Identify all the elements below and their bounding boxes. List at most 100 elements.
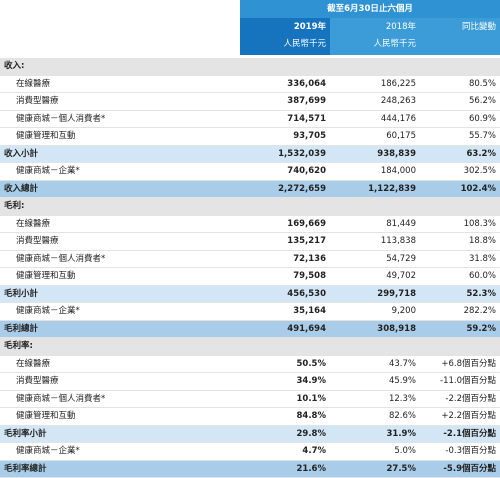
cell-value: 60.9% (420, 110, 500, 128)
cell-value: 21.6% (240, 460, 330, 478)
row-label: 健康商城－個人消費者* (0, 390, 240, 408)
cell-value: 135,217 (240, 232, 330, 251)
cell-value: 113,838 (330, 232, 420, 251)
cell-value: 49,702 (330, 267, 420, 286)
cell-value: 56.2% (420, 92, 500, 111)
cell-value: 387,699 (240, 92, 330, 111)
cell-value: 299,718 (330, 285, 420, 303)
row-label: 健康商城－企業* (0, 302, 240, 321)
cell-value: 4.7% (240, 442, 330, 461)
row-label: 毛利率小計 (0, 425, 240, 443)
row-label: 消費型醫療 (0, 232, 240, 251)
row-label: 毛利: (0, 197, 500, 216)
cell-value: 9,200 (330, 302, 420, 321)
cell-value: 102.4% (420, 180, 500, 198)
cell-value: 31.9% (330, 425, 420, 443)
row-label: 健康商城－個人消費者* (0, 250, 240, 268)
table-row: 毛利率: (0, 337, 500, 356)
row-label: 健康管理和互動 (0, 267, 240, 286)
row-label: 毛利率總計 (0, 460, 240, 478)
cell-value: 169,669 (240, 215, 330, 233)
cell-value: 456,530 (240, 285, 330, 303)
cell-value: 27.5% (330, 460, 420, 478)
row-label: 毛利率: (0, 337, 500, 356)
cell-value: 54,729 (330, 250, 420, 268)
row-label: 毛利總計 (0, 320, 240, 338)
cell-value: 5.0% (330, 442, 420, 461)
cell-value: 59.2% (420, 320, 500, 338)
cell-value: +2.2個百分點 (420, 407, 500, 426)
cell-value: +6.8個百分點 (420, 355, 500, 373)
cell-value: 79,508 (240, 267, 330, 286)
row-label: 在線醫療 (0, 75, 240, 93)
row-label: 在線醫療 (0, 215, 240, 233)
cell-value: 308,918 (330, 320, 420, 338)
row-label: 健康管理和互動 (0, 127, 240, 146)
column-year: 2018年 (330, 18, 420, 37)
column-year: 2019年 (240, 18, 330, 37)
row-label: 健康商城－個人消費者* (0, 110, 240, 128)
cell-value: 80.5% (420, 75, 500, 93)
cell-value: 31.8% (420, 250, 500, 268)
table-row: 消費型醫療 34.9% 45.9% -11.0個百分點 (0, 372, 500, 391)
cell-value: 444,176 (330, 110, 420, 128)
cell-value: 302.5% (420, 162, 500, 181)
table-row: 收入總計 2,272,659 1,122,839 102.4% (0, 180, 500, 198)
row-label: 在線醫療 (0, 355, 240, 373)
cell-value: 60,175 (330, 127, 420, 146)
table-row: 健康管理和互動 79,508 49,702 60.0% (0, 267, 500, 286)
row-label: 毛利小計 (0, 285, 240, 303)
cell-value: -2.2個百分點 (420, 390, 500, 408)
period-header: 截至6月30日止六個月 (240, 0, 500, 18)
cell-value: 1,532,039 (240, 145, 330, 163)
table-row: 健康管理和互動 93,705 60,175 55.7% (0, 127, 500, 146)
table-row: 健康商城－個人消費者* 714,571 444,176 60.9% (0, 110, 500, 128)
row-label: 消費型醫療 (0, 92, 240, 111)
row-label: 收入小計 (0, 145, 240, 163)
row-label: 健康管理和互動 (0, 407, 240, 426)
cell-value: 938,839 (330, 145, 420, 163)
table-header: 截至6月30日止六個月 2019年 2018年 同比變動 人民幣千元 人民幣千元 (0, 0, 500, 58)
cell-value: 93,705 (240, 127, 330, 146)
cell-value: 52.3% (420, 285, 500, 303)
cell-value: 35,164 (240, 302, 330, 321)
header-row: 2019年 2018年 同比變動 (0, 18, 500, 55)
table-row: 健康商城－個人消費者* 72,136 54,729 31.8% (0, 250, 500, 268)
row-label: 消費型醫療 (0, 372, 240, 391)
table-row: 毛利: (0, 197, 500, 216)
row-label: 收入: (0, 58, 500, 76)
cell-value: 50.5% (240, 355, 330, 373)
cell-value: -11.0個百分點 (420, 372, 500, 391)
table-row: 健康管理和互動 84.8% 82.6% +2.2個百分點 (0, 407, 500, 426)
cell-value: 12.3% (330, 390, 420, 408)
cell-value: 248,263 (330, 92, 420, 111)
table-row: 消費型醫療 387,699 248,263 56.2% (0, 92, 500, 111)
cell-value: 714,571 (240, 110, 330, 128)
cell-value: 29.8% (240, 425, 330, 443)
header-row: 人民幣千元 人民幣千元 (0, 37, 500, 55)
table-row: 在線醫療 336,064 186,225 80.5% (0, 75, 500, 93)
table-row: 收入: (0, 58, 500, 76)
cell-value: 43.7% (330, 355, 420, 373)
table-row: 健康商城－企業* 740,620 184,000 302.5% (0, 162, 500, 181)
cell-value: 1,122,839 (330, 180, 420, 198)
cell-value: -2.1個百分點 (420, 425, 500, 443)
column-change: 同比變動 (420, 18, 500, 55)
cell-value: 491,694 (240, 320, 330, 338)
cell-value: -5.9個百分點 (420, 460, 500, 478)
cell-value: 84.8% (240, 407, 330, 426)
cell-value: 34.9% (240, 372, 330, 391)
row-label: 健康商城－企業* (0, 442, 240, 461)
table-row: 毛利率總計 21.6% 27.5% -5.9個百分點 (0, 460, 500, 478)
cell-value: 55.7% (420, 127, 500, 146)
cell-value: 72,136 (240, 250, 330, 268)
cell-value: 45.9% (330, 372, 420, 391)
column-unit: 人民幣千元 (240, 37, 330, 55)
cell-value: 184,000 (330, 162, 420, 181)
table-row: 健康商城－個人消費者* 10.1% 12.3% -2.2個百分點 (0, 390, 500, 408)
cell-value: 82.6% (330, 407, 420, 426)
cell-value: 336,064 (240, 75, 330, 93)
cell-value: 108.3% (420, 215, 500, 233)
table-row: 毛利小計 456,530 299,718 52.3% (0, 285, 500, 303)
